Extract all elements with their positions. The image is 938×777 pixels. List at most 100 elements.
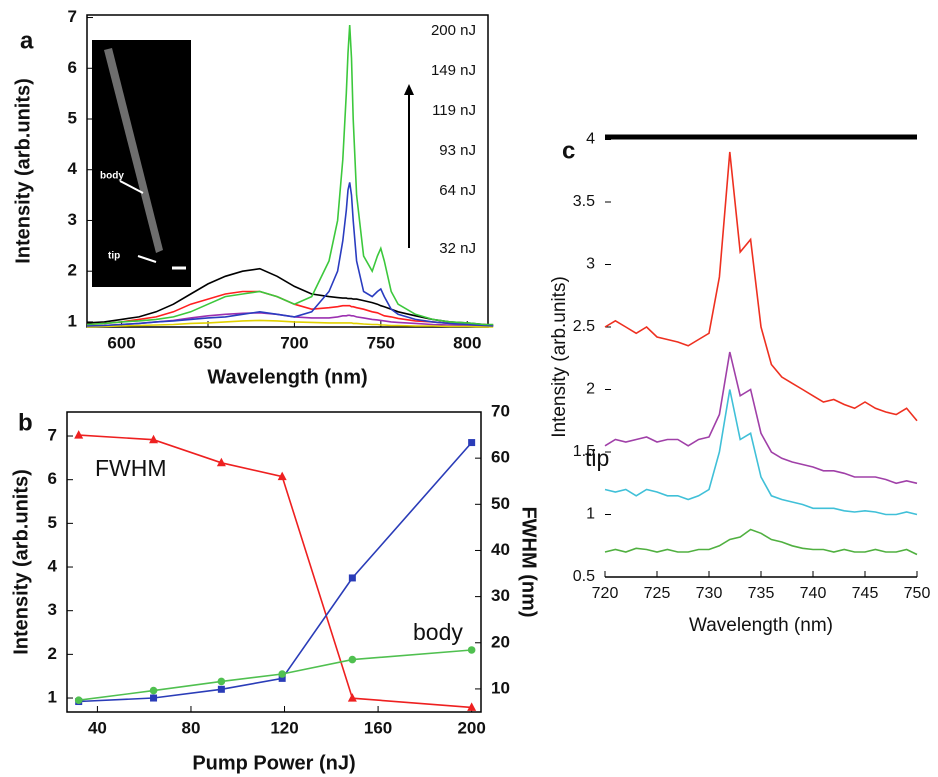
y-tick-label: 5 bbox=[68, 108, 77, 127]
series-line bbox=[86, 290, 494, 326]
y-tick-label: 1.5 bbox=[573, 443, 595, 460]
marker bbox=[149, 686, 158, 695]
panel-letter: a bbox=[20, 27, 34, 54]
marker bbox=[217, 677, 226, 686]
y2-axis-title: FWHM (nm) bbox=[518, 506, 540, 617]
series-line bbox=[78, 649, 472, 701]
x-tick-label: 600 bbox=[107, 333, 135, 352]
x-tick-label: 700 bbox=[280, 333, 308, 352]
y-tick-label: 2 bbox=[586, 381, 595, 398]
y-tick-label: 5 bbox=[48, 513, 57, 532]
marker bbox=[150, 694, 158, 702]
marker bbox=[348, 655, 357, 664]
y2-tick-label: 70 bbox=[491, 401, 510, 420]
x-tick-label: 750 bbox=[904, 585, 931, 602]
y-axis-title: Intensity (arb.units) bbox=[12, 78, 34, 264]
series-line bbox=[604, 351, 918, 485]
marker bbox=[149, 434, 159, 444]
y-axis-title: Intensity (arb.units) bbox=[10, 469, 32, 655]
series-line bbox=[86, 311, 494, 327]
x-tick-label: 730 bbox=[696, 585, 723, 602]
annotation: 93 nJ bbox=[439, 142, 476, 159]
marker bbox=[74, 696, 83, 705]
y-tick-label: 4 bbox=[68, 159, 78, 178]
y-tick-label: 2 bbox=[48, 644, 57, 663]
marker bbox=[278, 670, 286, 678]
x-tick-label: 720 bbox=[592, 585, 619, 602]
x-tick-label: 650 bbox=[194, 333, 222, 352]
x-tick-label: 80 bbox=[182, 718, 201, 737]
x-tick-label: 120 bbox=[270, 718, 298, 737]
x-axis-title: Wavelength (nm) bbox=[207, 366, 367, 388]
inset-image bbox=[92, 40, 191, 287]
x-tick-label: 750 bbox=[367, 333, 395, 352]
annotation: 64 nJ bbox=[439, 182, 476, 199]
y2-tick-label: 50 bbox=[491, 494, 510, 513]
plot-frame bbox=[66, 411, 482, 713]
marker bbox=[348, 574, 356, 582]
annotation: 149 nJ bbox=[431, 62, 476, 79]
inset-label: body bbox=[100, 171, 124, 182]
y-tick-label: 7 bbox=[68, 7, 77, 26]
y-tick-label: 3 bbox=[68, 210, 77, 229]
annotation: 200 nJ bbox=[431, 22, 476, 39]
panel-letter: b bbox=[18, 409, 33, 436]
marker bbox=[467, 646, 476, 654]
y2-tick-label: 10 bbox=[491, 678, 510, 697]
annotation: 119 nJ bbox=[432, 102, 476, 119]
series-line bbox=[86, 25, 494, 326]
y-tick-label: 3.5 bbox=[573, 193, 595, 210]
series-line bbox=[604, 389, 918, 516]
y-tick-label: 6 bbox=[68, 58, 77, 77]
series-line bbox=[78, 434, 472, 709]
y-tick-label: 6 bbox=[48, 469, 57, 488]
y-tick-label: 2 bbox=[68, 261, 77, 280]
x-tick-label: 200 bbox=[457, 718, 485, 737]
x-tick-label: 40 bbox=[88, 718, 107, 737]
y-tick-label: 3 bbox=[48, 600, 57, 619]
y-tick-label: 1 bbox=[68, 311, 77, 330]
marker bbox=[216, 457, 226, 467]
x-tick-label: 740 bbox=[800, 585, 827, 602]
y2-tick-label: 60 bbox=[491, 448, 510, 467]
x-tick-label: 725 bbox=[644, 585, 671, 602]
marker bbox=[347, 693, 357, 702]
y-tick-label: 4 bbox=[48, 557, 58, 576]
y-tick-label: 1 bbox=[48, 688, 57, 707]
y-tick-label: 3 bbox=[586, 256, 595, 273]
arrow-head bbox=[404, 84, 414, 95]
y-tick-label: 2.5 bbox=[573, 318, 595, 335]
series-line bbox=[78, 442, 473, 703]
marker bbox=[217, 685, 225, 693]
series-line bbox=[604, 528, 918, 556]
series-label: tip bbox=[585, 445, 609, 471]
y-tick-label: 7 bbox=[48, 426, 57, 445]
series-line bbox=[86, 319, 494, 328]
plot-frame bbox=[86, 14, 489, 328]
x-axis-title: Wavelength (nm) bbox=[689, 615, 833, 636]
marker bbox=[74, 430, 84, 439]
marker bbox=[468, 439, 476, 447]
inset-label: tip bbox=[108, 251, 120, 262]
marker bbox=[277, 471, 287, 481]
x-axis-title: Pump Power (nJ) bbox=[192, 752, 355, 774]
x-tick-label: 735 bbox=[748, 585, 775, 602]
y-tick-label: 1 bbox=[586, 506, 595, 523]
y2-tick-label: 20 bbox=[491, 632, 510, 651]
panel-letter: c bbox=[562, 137, 575, 164]
series-line bbox=[604, 151, 918, 422]
x-tick-label: 745 bbox=[852, 585, 879, 602]
x-tick-label: 160 bbox=[364, 718, 392, 737]
series-line bbox=[86, 182, 494, 327]
annotation: 32 nJ bbox=[439, 240, 476, 257]
y-tick-label: 0.5 bbox=[573, 568, 595, 585]
marker bbox=[278, 674, 286, 682]
y-axis-title: Intensity (arb.units) bbox=[549, 276, 570, 438]
marker bbox=[467, 702, 477, 711]
x-tick-label: 800 bbox=[453, 333, 481, 352]
y2-tick-label: 40 bbox=[491, 540, 510, 559]
series-line bbox=[86, 267, 494, 327]
y2-tick-label: 30 bbox=[491, 586, 510, 605]
y-tick-label: 4 bbox=[586, 131, 595, 148]
